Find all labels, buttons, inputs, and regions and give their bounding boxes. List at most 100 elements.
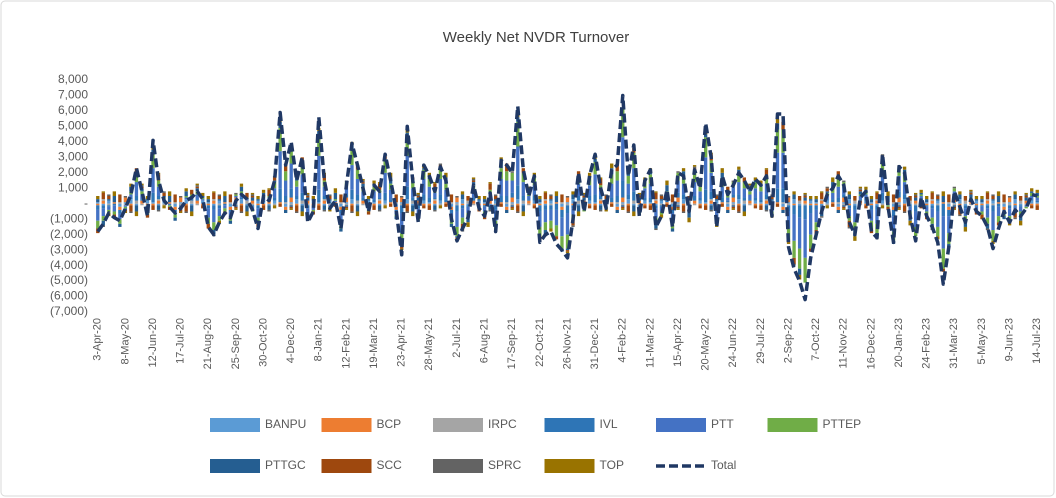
- bar-segment: [295, 203, 299, 206]
- bar-segment: [151, 205, 155, 210]
- bar-segment: [156, 186, 161, 196]
- bar-segment: [604, 194, 608, 196]
- bar-segment: [621, 202, 625, 204]
- bar-segment: [659, 200, 664, 204]
- bar-segment: [1024, 205, 1028, 207]
- bar-segment: [643, 205, 647, 209]
- bar-segment: [842, 194, 846, 198]
- bar-segment: [626, 203, 630, 206]
- legend-label: SPRC: [488, 458, 522, 472]
- bar-segment: [499, 178, 503, 196]
- bar-segment: [709, 199, 713, 201]
- x-tick-label: 16-Dec-22: [865, 318, 877, 369]
- x-tick-label: 11-Nov-22: [838, 318, 850, 369]
- bar-segment: [936, 226, 940, 237]
- bar-segment: [930, 208, 934, 218]
- bar-segment: [295, 180, 299, 187]
- bar-segment: [494, 205, 498, 210]
- bar-segment: [416, 194, 420, 196]
- bar-segment: [195, 186, 199, 189]
- bar-segment: [112, 196, 116, 203]
- x-tick-label: 8-May-20: [119, 318, 131, 364]
- bar-segment: [560, 194, 564, 203]
- bar-segment: [969, 194, 973, 198]
- bar-segment: [941, 196, 945, 203]
- bar-segment: [250, 203, 255, 206]
- bar-segment: [576, 196, 581, 201]
- bar-segment: [267, 189, 271, 196]
- bar-segment: [267, 205, 271, 210]
- bar-segment: [759, 202, 763, 204]
- bar-segment: [256, 205, 260, 209]
- bar-segment: [156, 209, 161, 212]
- bar-segment: [704, 137, 708, 158]
- bar-segment: [245, 199, 249, 201]
- bar-segment: [333, 200, 338, 203]
- bar-segment: [952, 203, 956, 206]
- bar-segment: [272, 197, 277, 201]
- bar-segment: [858, 199, 863, 201]
- bar-segment: [880, 160, 885, 173]
- bar-segment: [698, 191, 702, 198]
- bar-segment: [350, 211, 354, 214]
- bar-segment: [361, 178, 365, 181]
- bar-segment: [902, 194, 907, 200]
- bar-segment: [648, 203, 653, 206]
- bar-segment: [300, 200, 304, 204]
- bar-segment: [1007, 223, 1012, 226]
- bar-segment: [792, 257, 796, 265]
- bar-segment: [499, 196, 503, 203]
- bar-segment: [593, 161, 597, 175]
- bar-segment: [140, 191, 144, 195]
- bar-segment: [610, 203, 614, 207]
- bar-segment: [864, 203, 868, 206]
- bar-segment: [494, 199, 498, 201]
- bar-segment: [880, 203, 885, 206]
- bar-segment: [482, 199, 487, 203]
- bar-segment: [692, 203, 697, 206]
- bar-segment: [322, 186, 326, 196]
- bar-segment: [217, 208, 221, 217]
- bar-segment: [914, 211, 918, 227]
- bar-segment: [278, 202, 282, 204]
- bar-segment: [621, 206, 625, 209]
- bar-segment: [753, 197, 758, 201]
- bar-segment: [466, 203, 470, 206]
- bar-segment: [947, 216, 951, 234]
- bar-segment: [1019, 220, 1023, 226]
- bar-segment: [941, 248, 945, 269]
- bar-segment: [344, 186, 349, 195]
- bar-segment: [554, 225, 559, 237]
- bar-segment: [576, 171, 581, 176]
- bar-segment: [195, 199, 199, 201]
- legend-label: BANPU: [265, 417, 306, 431]
- bar-segment: [654, 191, 658, 193]
- bar-segment: [449, 202, 454, 204]
- bar-segment: [427, 197, 431, 203]
- bar-segment: [366, 196, 371, 200]
- bar-segment: [941, 191, 945, 196]
- bar-segment: [593, 203, 597, 206]
- bar-segment: [195, 200, 199, 204]
- bar-segment: [1002, 216, 1006, 220]
- bar-segment: [549, 203, 553, 206]
- bar-segment: [190, 205, 194, 212]
- bar-segment: [742, 205, 746, 212]
- bar-segment: [731, 206, 735, 209]
- bar-segment: [134, 196, 139, 201]
- bar-segment: [339, 209, 343, 214]
- bar-segment: [400, 247, 404, 249]
- bar-segment: [648, 205, 653, 210]
- bar-segment: [737, 182, 741, 195]
- bar-segment: [643, 200, 647, 204]
- bar-segment: [527, 200, 531, 204]
- bar-segment: [377, 205, 382, 210]
- bar-segment: [560, 236, 564, 249]
- bar-segment: [582, 197, 586, 201]
- bar-segment: [1002, 206, 1006, 210]
- bar-segment: [322, 209, 326, 212]
- bar-segment: [482, 206, 487, 212]
- bar-segment: [455, 205, 459, 212]
- bar-segment: [101, 205, 105, 209]
